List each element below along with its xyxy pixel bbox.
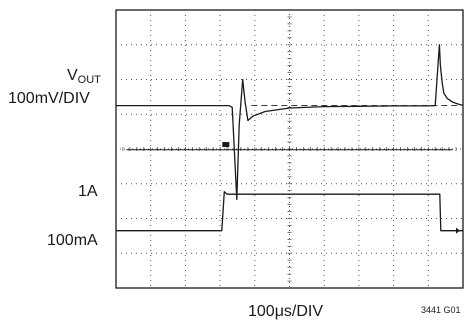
trigger-level-marker [456, 228, 460, 234]
figure-id: 3441 G01 [421, 305, 461, 315]
trace-group [116, 45, 463, 234]
vout-label-sub: OUT [78, 74, 101, 86]
vout-scale-label: 100mV/DIV [8, 91, 90, 107]
current-scale-label: 100mA [47, 233, 98, 249]
vout-label: VOUT [67, 68, 101, 84]
x-axis-label: 100μs/DIV [248, 304, 323, 320]
trigger-block-marker [222, 142, 229, 147]
graticule [116, 10, 463, 288]
vout-label-main: V [67, 67, 78, 84]
threshold-label: 1A [78, 184, 98, 200]
